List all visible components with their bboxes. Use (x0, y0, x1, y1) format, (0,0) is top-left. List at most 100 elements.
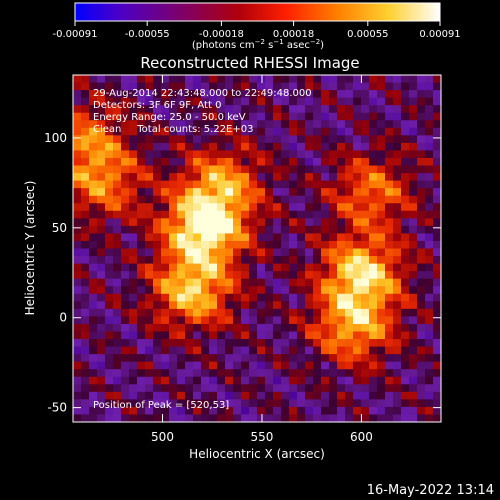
heatmap-cell (281, 203, 290, 212)
heatmap-cell (153, 127, 162, 136)
heatmap-cell (265, 346, 274, 355)
heatmap-cell (249, 233, 258, 242)
heatmap-cell (257, 316, 266, 325)
heatmap-cell (329, 323, 338, 333)
heatmap-cell (337, 376, 346, 385)
heatmap-cell (321, 271, 330, 280)
heatmap-cell (425, 369, 434, 378)
heatmap-cell (305, 233, 314, 242)
heatmap-cell (305, 293, 314, 302)
heatmap-cell (97, 286, 106, 295)
heatmap-cell (401, 240, 410, 250)
heatmap-cell (409, 331, 418, 340)
heatmap-cell (329, 331, 338, 340)
heatmap-cell (129, 105, 138, 114)
heatmap-cell (345, 376, 354, 385)
heatmap-cell (433, 384, 441, 393)
heatmap-cell (177, 376, 186, 385)
heatmap-cell (273, 90, 282, 99)
heatmap-cell (209, 331, 218, 340)
heatmap-cell (185, 218, 194, 227)
heatmap-cell (249, 135, 258, 144)
heatmap-cell (161, 195, 170, 204)
heatmap-cell (281, 188, 290, 197)
heatmap-cell (145, 240, 154, 250)
heatmap-cell (297, 173, 306, 182)
heatmap-cell (121, 180, 130, 189)
heatmap-cell (329, 384, 338, 393)
heatmap-cell (81, 339, 90, 348)
heatmap-cell (417, 339, 426, 348)
heatmap-cell (401, 278, 410, 287)
heatmap-cell (233, 308, 242, 317)
heatmap-cell (201, 233, 210, 242)
heatmap-cell (361, 173, 370, 182)
heatmap-cell (241, 142, 250, 152)
heatmap-cell (401, 406, 410, 416)
heatmap-cell (393, 120, 402, 129)
heatmap-cell (385, 240, 394, 250)
heatmap-cell (353, 127, 362, 136)
y-tick-label: 0 (59, 311, 67, 325)
heatmap-cell (185, 225, 194, 235)
heatmap-cell (425, 225, 434, 235)
heatmap-cell (305, 278, 314, 287)
heatmap-cell (97, 384, 106, 393)
heatmap-cell (433, 210, 441, 219)
heatmap-cell (89, 90, 98, 99)
annotations: 29-Aug-2014 22:43:48.000 to 22:49:48.000… (93, 88, 312, 411)
heatmap-cell (417, 142, 426, 152)
heatmap-cell (153, 75, 162, 84)
heatmap-cell (265, 256, 274, 265)
heatmap-cell (433, 157, 441, 167)
heatmap-cell (249, 286, 258, 295)
heatmap-cell (137, 248, 146, 257)
heatmap-cell (185, 384, 194, 393)
heatmap-cell (249, 346, 258, 355)
heatmap-cell (345, 127, 354, 136)
heatmap-cell (145, 293, 154, 302)
heatmap-cell (97, 406, 106, 416)
heatmap-cell (425, 278, 434, 287)
heatmap-cell (225, 391, 234, 400)
heatmap-cell (73, 271, 82, 280)
heatmap-cell (129, 346, 138, 355)
heatmap-cell (249, 301, 258, 310)
heatmap-cell (249, 278, 258, 287)
heatmap-cell (153, 157, 162, 167)
heatmap-cell (353, 286, 362, 295)
heatmap-cell (97, 135, 106, 144)
heatmap-cell (241, 195, 250, 204)
heatmap-cell (345, 414, 354, 422)
heatmap-cell (353, 225, 362, 235)
heatmap-cell (281, 97, 290, 106)
heatmap-cell (393, 112, 402, 121)
heatmap-cell (105, 142, 114, 152)
heatmap-cell (241, 75, 250, 84)
heatmap-cell (209, 180, 218, 189)
heatmap-cell (385, 391, 394, 400)
heatmap-cell (161, 301, 170, 310)
heatmap-cell (313, 112, 322, 121)
heatmap-cell (89, 286, 98, 295)
heatmap-cell (137, 173, 146, 182)
heatmap-cell (89, 233, 98, 242)
heatmap-cell (137, 384, 146, 393)
heatmap-cell (409, 414, 418, 422)
heatmap-cell (257, 173, 266, 182)
heatmap-cell (289, 225, 298, 235)
heatmap-cell (377, 127, 386, 136)
heatmap-cell (137, 195, 146, 204)
heatmap-cell (305, 225, 314, 235)
heatmap-cell (201, 354, 210, 363)
heatmap-cell (121, 331, 130, 340)
heatmap-cell (121, 376, 130, 385)
heatmap-cell (361, 82, 370, 91)
heatmap-cell (361, 278, 370, 287)
heatmap-cell (393, 399, 402, 408)
heatmap-cell (121, 240, 130, 250)
heatmap-cell (153, 316, 162, 325)
heatmap-cell (433, 399, 441, 408)
heatmap-cell (209, 135, 218, 144)
heatmap-cell (353, 165, 362, 174)
